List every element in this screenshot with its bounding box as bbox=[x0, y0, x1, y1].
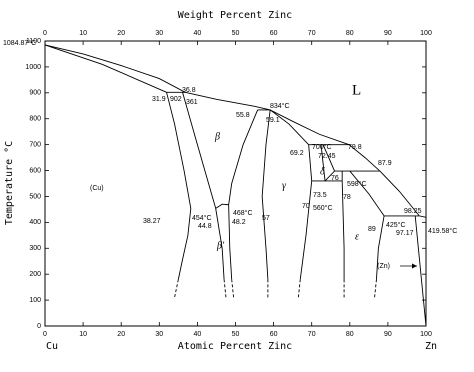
phase-boundary bbox=[44, 44, 167, 93]
phase-boundary-dashed bbox=[174, 279, 179, 298]
y-tick-label: 500 bbox=[29, 193, 41, 200]
annotation: 36.8 bbox=[182, 87, 196, 94]
right-element: Zn bbox=[425, 341, 437, 352]
phase-boundary bbox=[269, 109, 313, 280]
annotation: 98.25 bbox=[404, 208, 422, 215]
x-tick-label: 70 bbox=[308, 331, 316, 338]
annotation: 78 bbox=[343, 194, 351, 201]
annotation: 454°C bbox=[192, 214, 212, 222]
x-tick-label: 100 bbox=[420, 331, 432, 338]
x-tick-label: 80 bbox=[346, 331, 354, 338]
x-tick-label: 40 bbox=[194, 331, 202, 338]
annotation: δ bbox=[320, 166, 325, 177]
annotation: 59.1 bbox=[266, 117, 280, 124]
x-tick-label: 30 bbox=[155, 331, 163, 338]
annotation: L bbox=[352, 82, 361, 98]
x-axis-title: Atomic Percent Zinc bbox=[178, 341, 292, 352]
left-element: Cu bbox=[46, 341, 58, 352]
phase-boundary-dashed bbox=[231, 279, 235, 298]
y-tick-label: 0 bbox=[37, 323, 41, 330]
annotation: 361 bbox=[186, 99, 198, 106]
x-tick-label: 10 bbox=[79, 331, 87, 338]
annotation: 55.8 bbox=[236, 112, 250, 119]
y-tick-label: 1100 bbox=[26, 38, 41, 45]
y-tick-label: 200 bbox=[29, 271, 41, 278]
annotation: 902 bbox=[170, 96, 182, 103]
x2-tick-label: 100 bbox=[420, 30, 432, 37]
phase-boundary bbox=[182, 92, 225, 280]
y-tick-label: 1000 bbox=[25, 64, 41, 71]
annotation: 79.8 bbox=[348, 144, 362, 151]
phase-boundary bbox=[228, 109, 259, 280]
annotation: 87.9 bbox=[378, 160, 392, 167]
x-tick-label: 20 bbox=[117, 331, 125, 338]
annotation: 69.2 bbox=[290, 150, 304, 157]
annotation: 97.17 bbox=[396, 230, 414, 237]
annotation: 76 bbox=[331, 175, 339, 182]
annotation: 48.2 bbox=[232, 219, 246, 226]
x2-tick-label: 40 bbox=[194, 30, 202, 37]
x2-tick-label: 0 bbox=[43, 30, 47, 37]
phase-boundary bbox=[414, 215, 427, 327]
arrow-head bbox=[412, 263, 417, 269]
annotation: (Cu) bbox=[90, 185, 104, 192]
annotation: γ bbox=[282, 180, 287, 191]
annotation: 72.45 bbox=[318, 153, 336, 160]
phase-boundary bbox=[44, 44, 427, 218]
x2-tick-label: 50 bbox=[232, 30, 240, 37]
y-tick-label: 100 bbox=[29, 297, 41, 304]
x2-tick-label: 10 bbox=[79, 30, 87, 37]
annotation: 57 bbox=[262, 215, 270, 222]
x2-tick-label: 70 bbox=[308, 30, 316, 37]
annotation: 31.9 bbox=[152, 96, 166, 103]
phase-boundary-dashed bbox=[374, 279, 377, 298]
phase-boundary bbox=[215, 203, 229, 209]
annotation: 425°C bbox=[386, 221, 406, 229]
y-axis-title: Temperature °C bbox=[4, 141, 15, 225]
x2-tick-label: 20 bbox=[117, 30, 125, 37]
phase-boundary bbox=[341, 171, 345, 280]
annotation: 38.27 bbox=[143, 218, 161, 225]
x-tick-label: 50 bbox=[232, 331, 240, 338]
y-tick-label: 300 bbox=[29, 245, 41, 252]
annotation: ε bbox=[355, 231, 359, 242]
y-tick-label: 900 bbox=[29, 90, 41, 97]
y-tick-label: 800 bbox=[29, 116, 41, 123]
annotation: 70 bbox=[302, 203, 310, 210]
annotation: 1084.87°C bbox=[3, 39, 36, 47]
x-tick-label: 90 bbox=[384, 331, 392, 338]
phase-boundary bbox=[320, 144, 326, 181]
annotation: 834°C bbox=[270, 102, 290, 110]
y-tick-label: 400 bbox=[29, 219, 41, 226]
annotation: 700°C bbox=[312, 143, 332, 151]
annotation: 89 bbox=[368, 226, 376, 233]
x-tick-label: 60 bbox=[270, 331, 278, 338]
x2-tick-label: 60 bbox=[270, 30, 278, 37]
phase-boundary-dashed bbox=[297, 279, 301, 298]
annotation: (Zn) bbox=[377, 263, 390, 270]
x2-tick-label: 80 bbox=[346, 30, 354, 37]
x2-tick-label: 90 bbox=[384, 30, 392, 37]
annotation: β' bbox=[216, 240, 225, 251]
phase-boundary-dashed bbox=[223, 279, 227, 298]
annotation: β bbox=[214, 131, 220, 142]
annotation: 598°C bbox=[347, 180, 367, 188]
annotation: 419.58°C bbox=[428, 227, 457, 235]
x2-axis-title: Weight Percent Zinc bbox=[178, 10, 292, 21]
y-tick-label: 600 bbox=[29, 167, 41, 174]
annotation: 73.5 bbox=[313, 192, 327, 199]
x-tick-label: 0 bbox=[43, 331, 47, 338]
plot-frame bbox=[44, 40, 427, 327]
phase-boundary bbox=[166, 92, 192, 280]
x2-tick-label: 30 bbox=[155, 30, 163, 37]
annotation: 468°C bbox=[233, 209, 253, 217]
y-tick-label: 700 bbox=[29, 141, 41, 148]
phase-boundary bbox=[261, 109, 271, 280]
annotation: 44.8 bbox=[198, 223, 212, 230]
annotation: 560°C bbox=[313, 204, 333, 212]
